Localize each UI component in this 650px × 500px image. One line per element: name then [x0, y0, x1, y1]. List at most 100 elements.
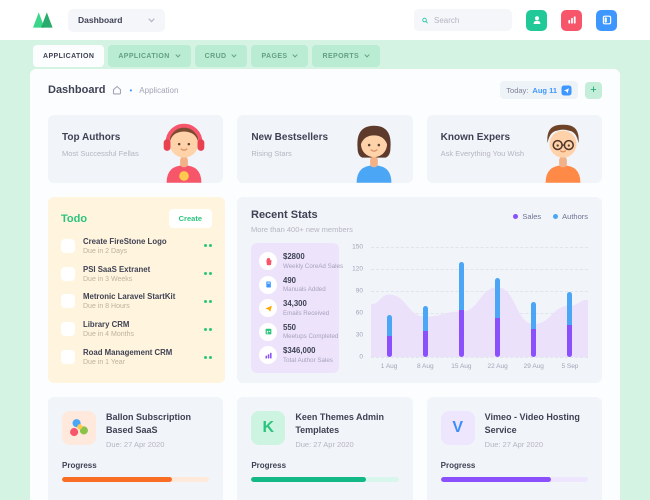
tab-label: CRUD	[204, 52, 227, 60]
todo-item-title: Library CRM	[83, 320, 130, 330]
chart-area-path	[371, 287, 588, 357]
chart-bar-22-aug[interactable]	[495, 277, 501, 357]
chart-bar-8-aug[interactable]	[422, 305, 428, 357]
top-header: Dashboard	[0, 0, 650, 40]
chart-bar-15-aug[interactable]	[458, 262, 464, 357]
todo-item-title: PSI SaaS Extranet	[83, 264, 151, 274]
tab-bar: APPLICATION APPLICATION CRUD PAGES REPOR…	[33, 45, 650, 67]
user-button[interactable]	[526, 9, 547, 31]
y-axis-labels: 150 120 90 60 30 0	[349, 244, 365, 361]
todo-item[interactable]: Library CRM Due in 4 Months	[61, 320, 212, 338]
chart-bar-29-aug[interactable]	[531, 302, 537, 357]
stat-label: Total Author Sales	[283, 356, 333, 364]
stat-label: Manuals Added	[283, 286, 326, 294]
breadcrumb-separator: •	[129, 85, 133, 95]
stats-heading: Recent Stats More than 400+ new members	[251, 209, 353, 234]
stat-value: 34,300	[283, 299, 307, 309]
create-button[interactable]: Create	[168, 209, 212, 228]
project-card-top: Ballon Subscription Based SaaS Due: 27 A…	[62, 411, 209, 449]
stats-button[interactable]	[561, 9, 582, 31]
project-card-top: K Keen Themes Admin Templates Due: 27 Ap…	[251, 411, 398, 449]
today-date-picker[interactable]: Today: Aug 11	[500, 81, 578, 99]
card-top-authors[interactable]: Top Authors Most Successful Fellas	[48, 115, 224, 183]
item-menu-dots-icon[interactable]	[203, 297, 212, 306]
todo-checkbox[interactable]	[61, 350, 75, 365]
stat-label: Meetups Completed	[283, 333, 339, 341]
color-dots-flower-icon	[62, 411, 96, 445]
app-logo[interactable]	[33, 12, 54, 28]
today-label: Today:	[506, 85, 529, 95]
stat-text: 34,300 Emails Received	[283, 299, 329, 317]
legend-dot-icon	[513, 214, 519, 219]
card-known-expers[interactable]: Known Expers Ask Everything You Wish	[426, 115, 602, 183]
todo-item-title: Metronic Laravel StartKit	[83, 292, 176, 302]
x-tick: 22 Aug	[487, 363, 508, 370]
todo-item-due: Due in 2 Days	[83, 247, 127, 255]
y-tick: 30	[355, 331, 363, 339]
item-menu-dots-icon[interactable]	[203, 325, 212, 334]
todo-header: Todo Create	[61, 209, 212, 228]
card-ballon-saas[interactable]: Ballon Subscription Based SaaS Due: 27 A…	[48, 397, 224, 500]
todo-item[interactable]: Create FireStone Logo Due in 2 Days	[61, 237, 212, 255]
todo-item[interactable]: PSI SaaS Extranet Due in 3 Weeks	[61, 265, 212, 283]
legend-item-sales[interactable]: Sales	[513, 212, 541, 221]
breadcrumb-item-application[interactable]: Application	[139, 85, 179, 95]
project-card-text: Ballon Subscription Based SaaS Due: 27 A…	[106, 411, 209, 449]
legend-item-authors[interactable]: Authors	[553, 212, 588, 221]
item-menu-dots-icon[interactable]	[203, 353, 212, 362]
tab-application-active[interactable]: APPLICATION	[33, 45, 105, 67]
card-vimeo[interactable]: V Vimeo - Video Hosting Service Due: 27 …	[426, 397, 602, 500]
stat-summary-panel: $2800 Weekly CoreAd Sales 490 Manuals Ad…	[251, 243, 343, 373]
todo-checkbox[interactable]	[61, 238, 75, 253]
item-menu-dots-icon[interactable]	[203, 241, 212, 250]
tab-reports[interactable]: REPORTS	[312, 45, 381, 67]
todo-text: Metronic Laravel StartKit Due in 8 Hours	[83, 292, 196, 310]
todo-checkbox[interactable]	[61, 322, 75, 337]
tab-pages[interactable]: PAGES	[251, 45, 309, 67]
project-title: Vimeo - Video Hosting Service	[484, 412, 580, 436]
tab-label: REPORTS	[322, 52, 360, 60]
stat-row-weekly-sales: $2800 Weekly CoreAd Sales	[259, 252, 343, 270]
todo-text: PSI SaaS Extranet Due in 3 Weeks	[83, 265, 196, 283]
project-due: Due: 27 Apr 2020	[484, 440, 544, 450]
chevron-down-icon	[293, 54, 298, 58]
progress-fill	[251, 477, 367, 483]
gridline	[371, 291, 588, 292]
legend-label: Sales	[522, 212, 542, 221]
chart-bar-1-aug[interactable]	[386, 315, 392, 357]
dashboard-menu-label: Dashboard	[78, 15, 123, 25]
add-button[interactable]: +	[585, 81, 602, 99]
card-keenthemes[interactable]: K Keen Themes Admin Templates Due: 27 Ap…	[237, 397, 413, 500]
book-icon	[259, 275, 277, 294]
progress-bar	[251, 477, 399, 483]
search-input[interactable]	[434, 15, 504, 25]
todo-checkbox[interactable]	[61, 294, 75, 309]
card-title: Top Authors	[62, 132, 121, 143]
stat-label: Weekly CoreAd Sales	[283, 262, 344, 270]
todo-checkbox[interactable]	[61, 266, 75, 281]
item-menu-dots-icon[interactable]	[203, 269, 212, 278]
x-tick: 29 Aug	[523, 363, 544, 370]
trend-area-chart	[371, 287, 588, 357]
project-due: Due: 27 Apr 2020	[295, 440, 354, 450]
cart-icon	[259, 252, 277, 270]
tab-application-dropdown[interactable]: APPLICATION	[108, 45, 191, 67]
card-new-bestsellers[interactable]: New Bestsellers Rising Stars	[237, 115, 413, 183]
tab-crud[interactable]: CRUD	[194, 45, 248, 67]
home-icon[interactable]	[112, 85, 122, 95]
chart-bar-5-sep[interactable]	[567, 292, 573, 357]
dashboard-menu[interactable]: Dashboard	[68, 8, 166, 32]
card-subtitle: Most Successful Fellas	[62, 149, 139, 158]
todo-item[interactable]: Metronic Laravel StartKit Due in 8 Hours	[61, 292, 212, 310]
todo-item-due: Due in 1 Year	[83, 359, 126, 367]
todo-item[interactable]: Road Management CRM Due in 1 Year	[61, 348, 212, 366]
legend-label: Authors	[562, 212, 588, 221]
stats-subtitle: More than 400+ new members	[251, 225, 353, 234]
panel-button[interactable]	[596, 9, 617, 31]
stat-row-emails: 34,300 Emails Received	[259, 299, 331, 317]
todo-text: Create FireStone Logo Due in 2 Days	[83, 237, 196, 255]
stats-header: Recent Stats More than 400+ new members …	[251, 209, 588, 234]
send-cursor-icon	[561, 85, 572, 95]
stat-text: 550 Meetups Completed	[283, 323, 338, 341]
search-box[interactable]	[414, 9, 512, 31]
